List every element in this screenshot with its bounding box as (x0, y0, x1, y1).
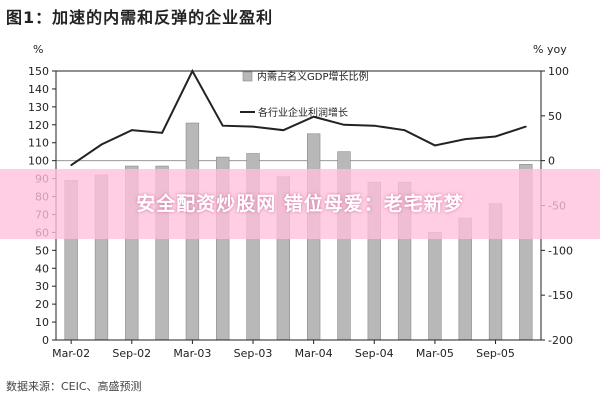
x-axis-tick-label: Mar-05 (416, 347, 454, 360)
line-point (221, 124, 224, 127)
line-point (252, 125, 254, 128)
line-point (494, 135, 497, 138)
x-axis-tick-label: Sep-02 (112, 347, 151, 360)
source-note: 数据来源：CEIC、高盛预测 (6, 380, 142, 393)
right-axis-tick-label: 100 (548, 65, 569, 78)
line-point (130, 129, 133, 131)
x-axis: Mar-02 Sep-02 Mar-03 Sep-03 Mar-04 Sep-04 Mar-… (52, 340, 515, 360)
bar (428, 232, 442, 341)
chart-title: 图1：加速的内需和反弹的企业盈利 (6, 8, 274, 27)
left-axis-tick-label: 40 (35, 262, 49, 275)
legend: 内需占名义GDP增长比例 各行业企业利润增长 (240, 70, 368, 119)
left-axis-tick-label: 50 (35, 244, 49, 257)
line-point (343, 124, 345, 126)
legend-line-label: 各行业企业利润增长 (258, 106, 348, 119)
legend-bar-label: 内需占名义GDP增长比例 (257, 70, 368, 83)
line-point (70, 164, 72, 166)
right-axis-tick-label: 0 (548, 155, 555, 168)
left-axis-tick-label: 150 (28, 65, 49, 78)
line-point (403, 129, 406, 131)
x-axis-tick-label: Mar-03 (173, 347, 211, 360)
x-axis-tick-label: Mar-02 (52, 347, 90, 360)
left-axis-tick-label: 110 (28, 137, 49, 150)
left-axis-tick-label: 130 (28, 101, 49, 114)
line-point (282, 129, 285, 131)
line-series (70, 68, 527, 166)
right-axis-tick-label: 50 (548, 110, 562, 123)
x-axis-tick-label: Sep-03 (234, 347, 273, 360)
banner-text: 安全配资炒股网 错位母爱：老宅新梦 (136, 193, 464, 215)
line-point (525, 125, 527, 128)
profit-growth-line (70, 68, 527, 166)
right-axis-tick-label: -100 (548, 244, 573, 257)
right-axis-tick-label: -150 (548, 289, 573, 302)
x-axis-tick-label: Mar-04 (295, 347, 333, 360)
legend-bar-swatch (242, 71, 253, 82)
left-axis-tick-label: 20 (35, 298, 49, 311)
x-axis-tick-label: Sep-04 (355, 347, 394, 360)
left-axis-tick-label: 0 (42, 334, 49, 347)
left-axis-tick-label: 140 (28, 83, 49, 96)
left-axis-tick-label: 120 (28, 119, 49, 132)
line-point (100, 143, 103, 146)
line-point (434, 144, 436, 147)
line-point (373, 124, 376, 127)
left-axis-tick-label: 30 (35, 280, 49, 293)
watermark-banner: 安全配资炒股网 错位母爱：老宅新梦 (0, 169, 600, 239)
line-point (161, 132, 163, 134)
line-point (464, 138, 467, 140)
left-axis-unit: % (33, 43, 43, 56)
x-axis-tick-label: Sep-05 (476, 347, 515, 360)
left-axis-tick-label: 100 (28, 155, 49, 168)
right-axis-unit: % yoy (533, 43, 567, 56)
left-axis-tick-label: 10 (35, 316, 49, 329)
line-point (312, 115, 315, 118)
right-axis-tick-label: -200 (548, 334, 573, 347)
